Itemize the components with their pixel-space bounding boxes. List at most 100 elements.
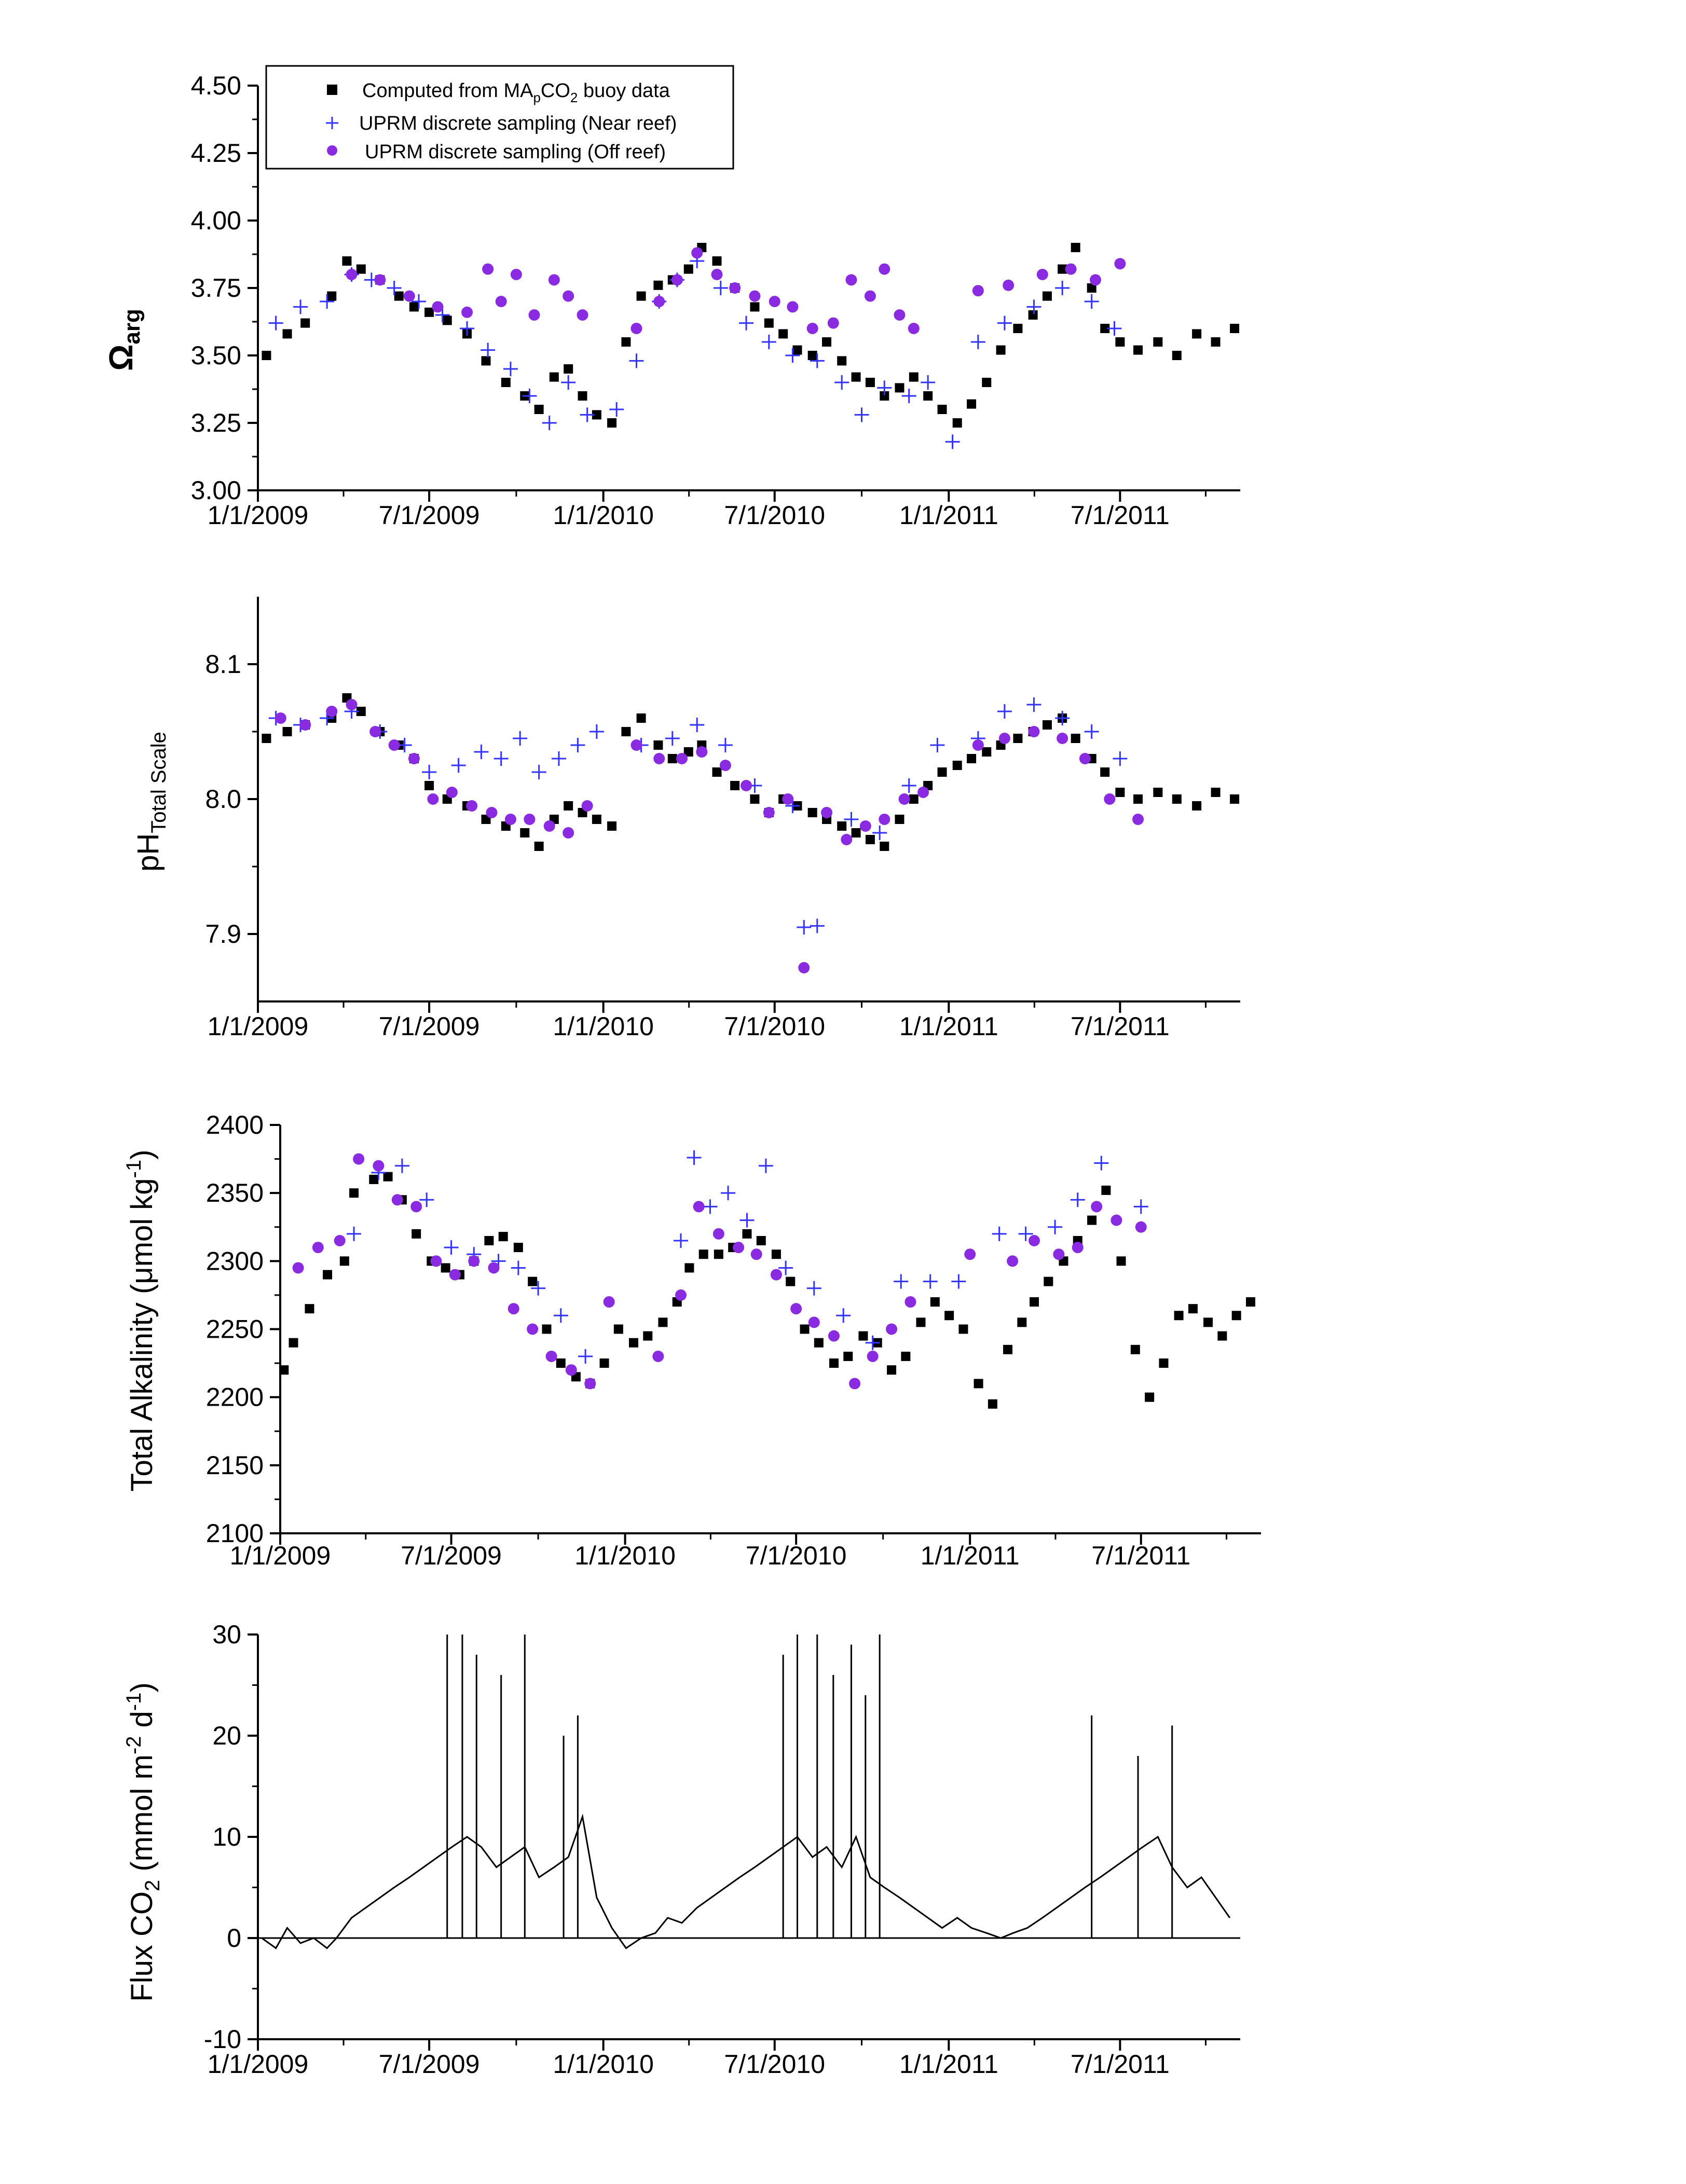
ph-panel: 1/1/2009 7/1/2009 1/1/2010 7/1/2010 1/1/2011… xyxy=(131,597,1240,1041)
ta-off-reef-point xyxy=(849,1378,861,1390)
ph-x-tick-label: 7/1/2009 xyxy=(379,1012,480,1041)
ta-off-reef-point xyxy=(334,1234,346,1246)
ph-off-reef-point xyxy=(782,793,794,805)
flux-ylabel-mid: d xyxy=(125,1711,159,1736)
flux-line xyxy=(261,1814,1231,1949)
omega-buoy-point xyxy=(1115,337,1125,347)
ph-buoy-point xyxy=(356,707,366,716)
omega-buoy-point xyxy=(792,345,802,355)
omega-near-reef-point xyxy=(320,294,335,309)
ta-near-reef-point xyxy=(1070,1192,1085,1207)
ta-buoy-point xyxy=(628,1338,638,1348)
omega-buoy-point xyxy=(534,405,544,414)
ta-near-reef-point xyxy=(703,1199,718,1214)
ta-off-reef-point xyxy=(468,1255,480,1267)
legend-item-off-reef: UPRM discrete sampling (Off reef) xyxy=(365,141,666,163)
flux-ylabel-tail: (mmol m xyxy=(125,1754,159,1880)
omega-y-tick-label: 3.50 xyxy=(191,341,241,370)
omega-buoy-point xyxy=(764,318,774,328)
ta-off-reef-point xyxy=(652,1350,664,1362)
ph-off-reef-point xyxy=(898,793,910,805)
omega-off-reef-point xyxy=(769,296,780,307)
ta-near-reef-point xyxy=(394,1158,409,1173)
ta-buoy-point xyxy=(1030,1297,1039,1307)
ta-off-reef-point xyxy=(584,1378,596,1390)
ph-off-reef-point xyxy=(741,780,752,791)
omega-buoy-point xyxy=(880,391,889,401)
ta-buoy-point xyxy=(1116,1256,1126,1266)
ph-buoy-point xyxy=(909,794,919,804)
ta-off-reef-point xyxy=(353,1153,365,1165)
ph-off-reef-point xyxy=(1079,753,1091,764)
omega-off-reef-point xyxy=(461,306,473,318)
ta-ylabel: Total Alkalinity (μmol kg-1) xyxy=(122,1150,159,1492)
ph-buoy-point xyxy=(730,781,740,790)
ta-near-reef-point xyxy=(778,1260,793,1275)
flux-ylabel-sup2: -1 xyxy=(122,1693,145,1711)
ph-near-reef-point xyxy=(1113,751,1128,766)
omega-buoy-point xyxy=(967,399,977,409)
ta-near-reef-point xyxy=(674,1233,689,1248)
ph-buoy-point xyxy=(1192,801,1202,811)
omega-near-reef-point xyxy=(580,407,595,422)
omega-near-reef-point xyxy=(268,315,283,331)
ta-buoy-point xyxy=(441,1263,450,1273)
flux-y-tick-label: 20 xyxy=(212,1721,241,1750)
ta-x-tick-label: 7/1/2010 xyxy=(746,1541,847,1570)
flux-x-tick-label: 1/1/2010 xyxy=(553,2050,654,2079)
ph-off-reef-point xyxy=(427,793,439,805)
ta-buoy-point xyxy=(1245,1297,1255,1307)
ta-near-reef-point xyxy=(1018,1226,1033,1241)
omega-buoy-point xyxy=(621,337,631,347)
ta-x-tick-label: 7/1/2009 xyxy=(401,1541,502,1570)
omega-near-reef-point xyxy=(460,321,475,336)
omega-buoy-point xyxy=(1192,329,1202,339)
ta-near-reef-point xyxy=(1094,1156,1109,1171)
ta-buoy-point xyxy=(599,1358,609,1368)
ph-off-reef-point xyxy=(859,820,871,832)
ph-near-reef-point xyxy=(1084,724,1099,739)
ta-buoy-point xyxy=(742,1229,752,1239)
ph-off-reef-point xyxy=(841,834,853,845)
ta-buoy-point xyxy=(1203,1317,1213,1327)
omega-buoy-point xyxy=(549,372,559,382)
omega-buoy-point xyxy=(952,418,962,428)
ph-buoy-point xyxy=(520,828,530,837)
omega-buoy-point xyxy=(909,372,919,382)
ta-buoy-point xyxy=(1044,1276,1053,1286)
omega-off-reef-point xyxy=(749,290,761,302)
ta-near-reef-point xyxy=(951,1274,966,1289)
omega-near-reef-point xyxy=(901,389,916,403)
ta-x-tick-label: 1/1/2009 xyxy=(230,1541,331,1570)
ph-near-reef-point xyxy=(422,765,437,779)
ph-off-reef-point xyxy=(879,814,890,825)
legend-box xyxy=(265,65,734,170)
ph-near-reef-point xyxy=(844,812,859,827)
legend-item-buoy: Computed from MApCO2 buoy data xyxy=(362,80,670,105)
omega-near-reef-point xyxy=(970,335,985,349)
ta-off-reef-point xyxy=(565,1364,577,1376)
ta-buoy-point xyxy=(1145,1392,1155,1402)
ta-buoy-point xyxy=(1217,1331,1227,1341)
flux-y-tick-label: 10 xyxy=(212,1822,241,1851)
ph-buoy-point xyxy=(750,794,760,804)
ta-off-reef-point xyxy=(508,1303,519,1315)
omega-ylabel-sub: arg xyxy=(119,309,145,344)
ph-x-tick-label: 1/1/2009 xyxy=(208,1012,309,1041)
flux-ylabel-main: Flux CO xyxy=(125,1891,159,2002)
ta-x-tick-label: 1/1/2010 xyxy=(574,1541,676,1570)
omega-x-tick-label: 7/1/2011 xyxy=(1071,501,1170,530)
ph-x-tick-label: 1/1/2011 xyxy=(899,1012,998,1041)
ta-off-reef-point xyxy=(430,1255,442,1267)
omega-off-reef-point xyxy=(845,274,857,286)
omega-off-reef-point xyxy=(729,282,741,294)
omega-off-reef-point xyxy=(806,323,818,334)
omega-near-reef-point xyxy=(810,353,825,368)
omega-off-reef-point xyxy=(879,263,890,275)
ta-buoy-point xyxy=(1101,1185,1111,1195)
ta-buoy-point xyxy=(323,1270,333,1280)
omega-buoy-point xyxy=(996,345,1006,355)
ta-buoy-point xyxy=(1188,1304,1198,1314)
omega-buoy-point xyxy=(982,378,992,387)
ta-buoy-point xyxy=(643,1331,653,1341)
